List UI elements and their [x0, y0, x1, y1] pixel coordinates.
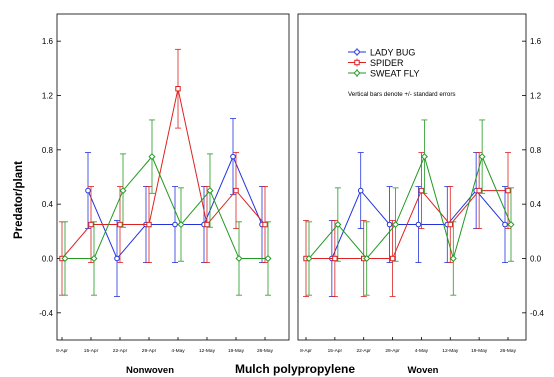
legend-note: Vertical bars denote +/- standard errors	[348, 91, 455, 98]
data-point	[206, 187, 214, 195]
data-point	[204, 221, 210, 228]
panel-label-nonwoven: Nonwoven	[126, 365, 174, 376]
legend-marker	[353, 69, 361, 77]
series-sweat-fly	[61, 119, 272, 296]
x-tick-label: 22-Apr	[113, 348, 128, 354]
data-point	[264, 254, 272, 263]
x-tick-label: 19-May	[228, 348, 245, 354]
data-point	[418, 187, 425, 194]
data-point	[447, 221, 453, 228]
legend-label: SWEAT FLY	[370, 69, 420, 79]
series-line	[306, 189, 508, 259]
data-point	[478, 153, 486, 161]
x-tick-label: 4-May	[171, 348, 185, 354]
y-tick-label-left: 0.8	[42, 146, 54, 155]
data-point	[230, 153, 236, 160]
y-tick-label-right: 0.0	[530, 255, 542, 264]
data-point	[235, 254, 243, 263]
y-tick-label-right: -0.4	[530, 309, 544, 318]
x-tick-label: 12-May	[442, 348, 459, 354]
data-point	[305, 254, 313, 263]
y-tick-label-left: 0.0	[42, 255, 54, 264]
data-point	[233, 187, 239, 194]
data-point	[386, 221, 393, 228]
legend-marker	[354, 49, 360, 55]
data-point	[85, 187, 91, 194]
data-point	[119, 187, 127, 195]
data-point	[415, 221, 422, 228]
data-point	[502, 221, 508, 228]
data-point	[357, 187, 364, 194]
x-tick-label: 15-Apr	[84, 348, 99, 354]
data-point	[61, 254, 69, 263]
series-lady-bug	[328, 152, 508, 297]
x-tick-label: 22-Apr	[357, 348, 372, 354]
y-axis-title: Predator/plant	[13, 161, 25, 239]
data-point	[332, 255, 338, 262]
data-point	[90, 254, 98, 263]
x-tick-label: 26-May	[257, 348, 274, 354]
data-point	[88, 221, 94, 228]
series-line	[308, 155, 512, 261]
y-tick-label-right: 1.6	[530, 37, 542, 46]
series-lady-bug	[85, 118, 265, 297]
series-spider	[59, 48, 268, 296]
panel-frame	[297, 13, 527, 341]
y-tick-label-left: 0.4	[42, 200, 54, 209]
x-axis-title: Mulch polypropylene	[235, 362, 355, 376]
y-tick-label-right: 0.4	[530, 200, 542, 209]
data-point	[389, 255, 396, 262]
data-point	[117, 221, 123, 228]
x-tick-label: 26-May	[500, 348, 517, 354]
data-point	[363, 254, 371, 263]
series-line	[65, 155, 268, 259]
x-tick-label: 4-May	[415, 348, 429, 354]
legend-item-sweat-fly: SWEAT FLY	[348, 69, 420, 79]
series-line	[61, 88, 266, 259]
y-tick-label-left: 1.6	[42, 37, 54, 46]
data-point	[449, 254, 457, 263]
x-tick-label: 8-Apr	[56, 348, 68, 354]
panel-frame	[56, 13, 290, 341]
data-point	[507, 221, 515, 229]
data-point	[177, 221, 185, 229]
x-tick-label: 19-May	[471, 348, 488, 354]
x-tick-label: 29-Apr	[385, 348, 400, 354]
data-point	[505, 187, 511, 194]
x-tick-label: 12-May	[199, 348, 216, 354]
series-sweat-fly	[305, 119, 515, 296]
y-tick-label-left: 1.2	[42, 92, 54, 101]
data-point	[146, 221, 152, 228]
data-point	[420, 153, 428, 161]
series-spider	[303, 152, 511, 297]
data-point	[476, 187, 482, 194]
data-point	[334, 221, 342, 229]
y-tick-label-left: -0.4	[39, 309, 53, 318]
legend-marker	[354, 59, 360, 66]
data-point	[172, 221, 178, 228]
legend-item-spider: SPIDER	[348, 58, 404, 68]
x-tick-label: 29-Apr	[142, 348, 157, 354]
y-tick-label-right: 0.8	[530, 146, 542, 155]
x-tick-label: 8-Apr	[300, 348, 312, 354]
legend-label: SPIDER	[370, 58, 404, 68]
panel-label-woven: Woven	[408, 365, 439, 376]
data-point	[175, 86, 181, 92]
data-point	[148, 153, 156, 161]
y-tick-label-right: 1.2	[530, 92, 542, 101]
data-point	[392, 221, 400, 229]
legend-item-lady-bug: LADY BUG	[348, 48, 415, 58]
data-point	[114, 255, 120, 262]
legend-label: LADY BUG	[370, 48, 415, 58]
x-tick-label: 15-Apr	[328, 348, 343, 354]
data-point	[262, 221, 268, 228]
